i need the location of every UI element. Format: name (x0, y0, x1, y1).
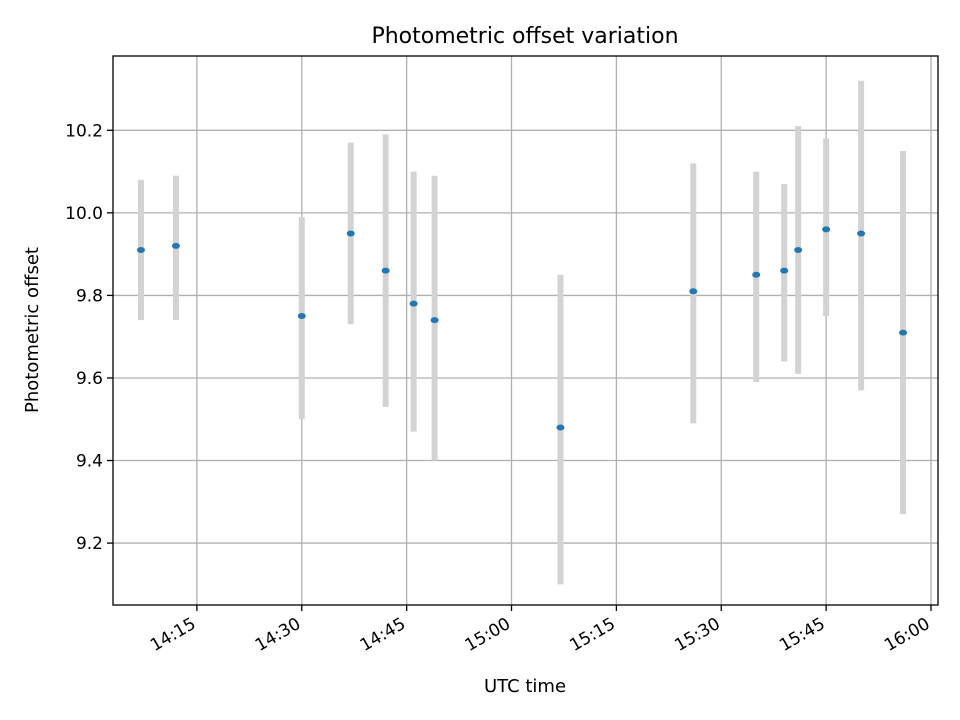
data-point (409, 300, 418, 307)
data-point (899, 329, 908, 336)
data-point (297, 313, 306, 320)
y-axis-label: Photometric offset (22, 247, 43, 413)
data-point (381, 267, 390, 274)
y-tick-label: 9.2 (76, 534, 103, 554)
y-tick-label: 9.4 (76, 452, 103, 472)
data-point (136, 247, 145, 254)
data-point (430, 317, 439, 324)
data-point (689, 288, 698, 295)
x-axis-label: UTC time (484, 676, 566, 697)
y-tick-label: 9.8 (76, 286, 103, 306)
data-point (857, 230, 866, 237)
plot-frame (112, 55, 939, 606)
chart-title: Photometric offset variation (371, 24, 678, 49)
data-point (822, 226, 831, 233)
y-tick-label: 9.6 (76, 369, 103, 389)
data-point (752, 271, 761, 278)
y-tick-label: 10.2 (65, 121, 103, 141)
data-point (556, 424, 565, 431)
data-point (780, 267, 789, 274)
y-tick-label: 10.0 (65, 204, 103, 224)
point-layer (136, 226, 908, 431)
data-point (171, 242, 180, 249)
data-point (346, 230, 355, 237)
data-point (794, 247, 803, 254)
